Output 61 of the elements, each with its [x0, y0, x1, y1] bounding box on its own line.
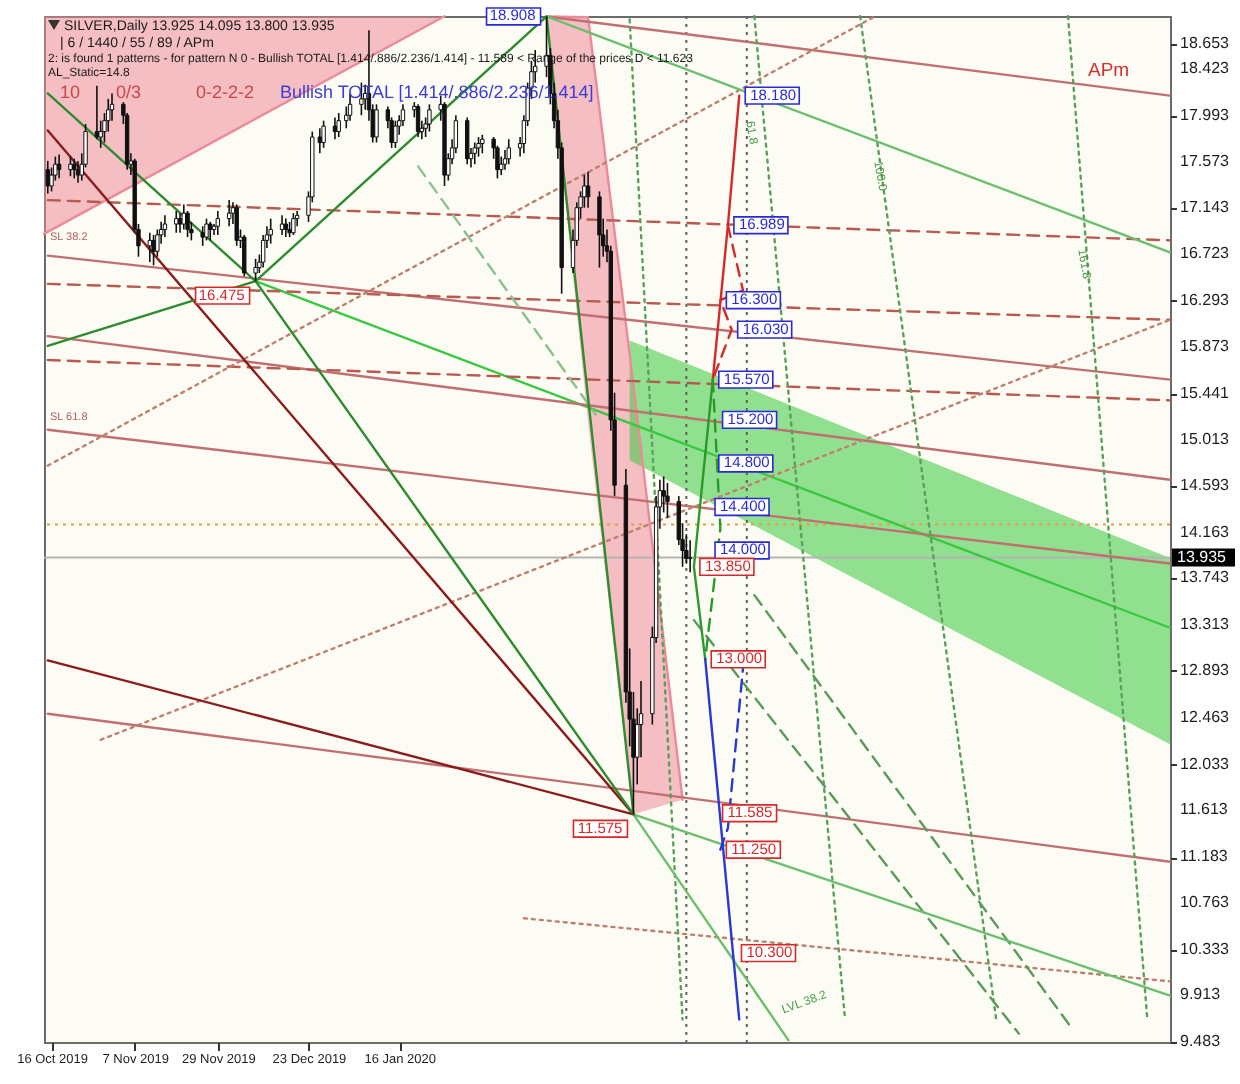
y-tick-label: 16.723 — [1180, 244, 1231, 263]
y-tick-label: 12.463 — [1180, 707, 1231, 726]
y-tick-label: 13.743 — [1180, 568, 1231, 587]
y-tick-label: 10.763 — [1180, 892, 1231, 911]
candlestick — [162, 214, 168, 238]
candlestick — [253, 258, 258, 282]
candlestick — [585, 171, 591, 209]
candlestick — [506, 138, 511, 165]
annotation: 0-2-2-2 — [196, 82, 255, 102]
candlestick — [268, 217, 273, 245]
candlestick — [665, 482, 670, 519]
y-tick-label: 17.573 — [1180, 151, 1231, 170]
y-tick-label: 18.423 — [1180, 59, 1231, 78]
y-tick-label: 15.441 — [1180, 383, 1231, 402]
y-tick-label: 10.333 — [1180, 939, 1231, 958]
y-tick-label: 17.143 — [1180, 198, 1231, 217]
candlestick — [687, 539, 693, 574]
candlestick — [464, 116, 470, 165]
y-tick-label: 18.653 — [1180, 34, 1231, 53]
y-tick-label: 13.313 — [1180, 615, 1231, 634]
candlestick — [393, 119, 398, 149]
candlestick — [174, 210, 179, 234]
annotation: 0/3 — [116, 82, 142, 102]
candlestick — [480, 134, 485, 155]
candlestick — [291, 212, 296, 236]
candlestick — [185, 210, 190, 238]
candlestick — [321, 119, 326, 149]
candlestick — [155, 228, 160, 258]
y-tick-label: 14.593 — [1180, 475, 1231, 494]
candlestick — [336, 112, 341, 138]
y-tick-label: 12.033 — [1180, 754, 1231, 773]
y-tick-label: 11.613 — [1180, 800, 1229, 819]
y-tick-label: 16.293 — [1180, 290, 1231, 309]
y-tick-label: 11.183 — [1180, 847, 1229, 866]
candlestick — [597, 190, 602, 269]
y-tick-label: 14.163 — [1180, 522, 1231, 541]
candlestick — [204, 217, 209, 242]
candlestick — [200, 225, 205, 247]
y-tick-label: 15.013 — [1180, 430, 1231, 449]
candlestick — [242, 234, 247, 278]
candlestick — [374, 103, 379, 144]
candlestick — [260, 234, 266, 269]
y-tick-label: 12.893 — [1180, 660, 1231, 679]
candlestick — [495, 144, 500, 180]
y-tick-label: 15.873 — [1180, 336, 1231, 355]
candlestick — [45, 160, 50, 195]
candlestick — [181, 203, 187, 231]
candlestick — [234, 203, 239, 247]
candlestick — [151, 234, 156, 267]
y-tick-label: 9.483 — [1180, 1032, 1222, 1050]
candlestick — [476, 136, 481, 158]
ref-line-label: 13.935 — [1177, 547, 1228, 566]
candlestick — [415, 103, 421, 138]
candlestick — [400, 103, 406, 127]
candlestick — [427, 103, 432, 133]
candlestick — [294, 210, 300, 228]
y-tick-label: 9.913 — [1180, 985, 1222, 1004]
annotation: APm — [1088, 60, 1130, 82]
annotation: 10 — [60, 82, 81, 102]
y-tick-label: 17.993 — [1180, 106, 1231, 124]
candlestick — [72, 157, 77, 180]
